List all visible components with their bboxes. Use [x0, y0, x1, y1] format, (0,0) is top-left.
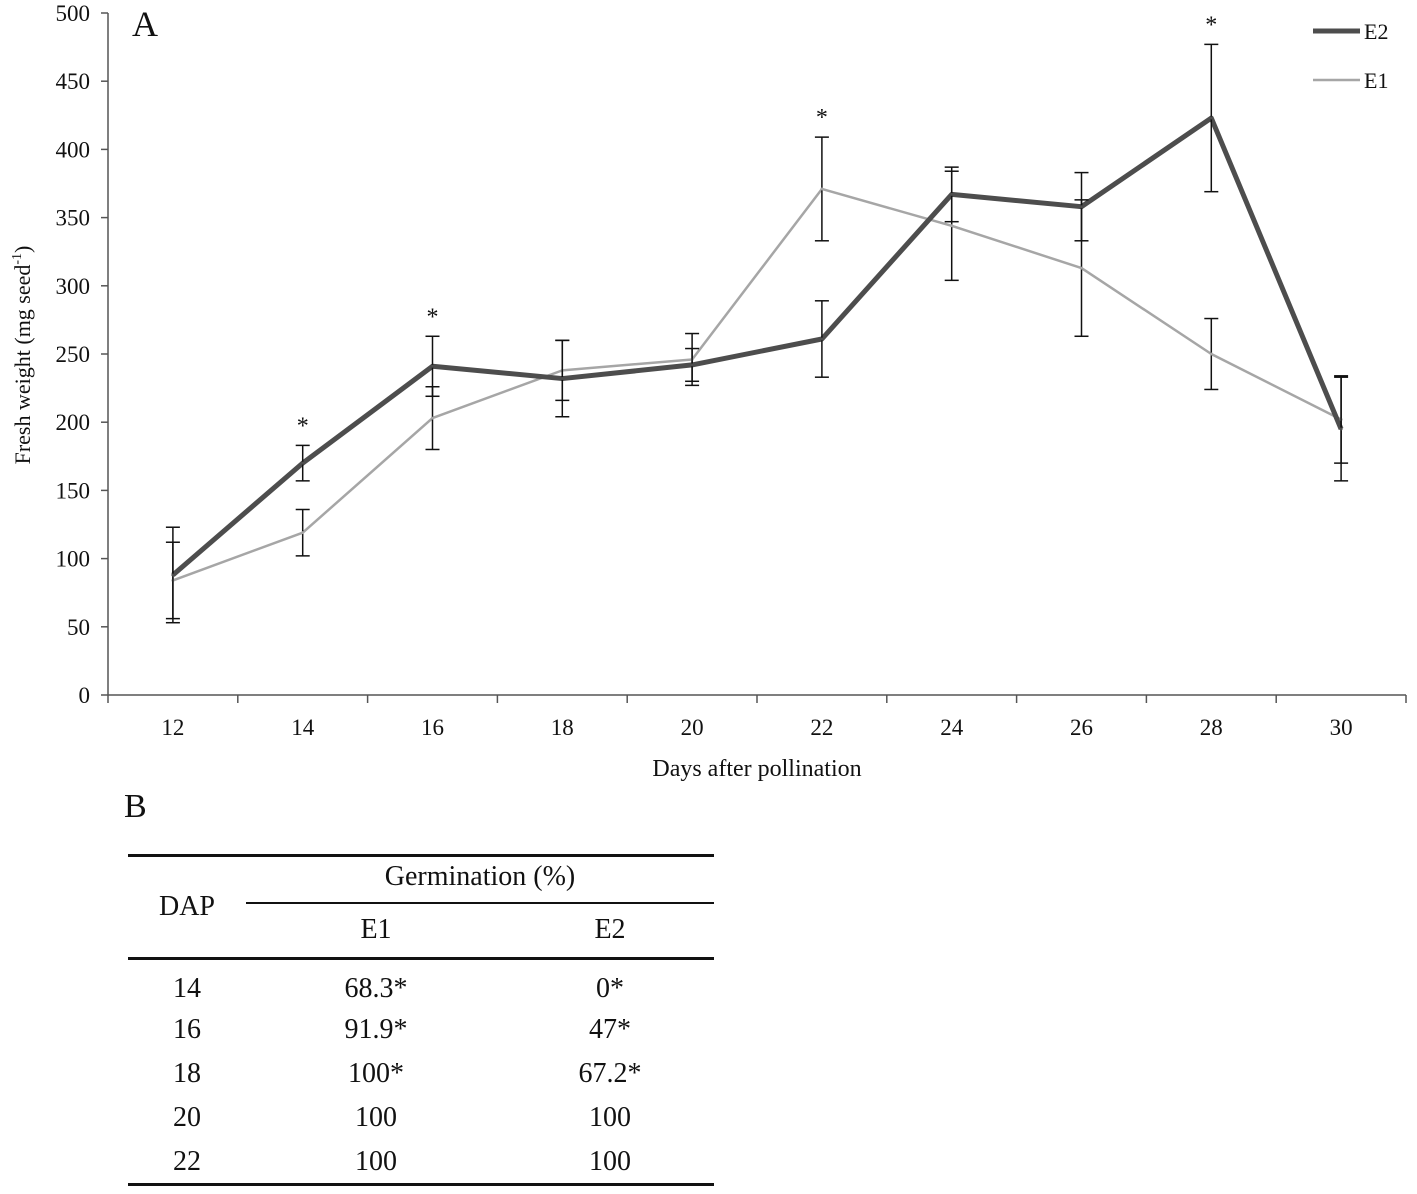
data-point-e2 [301, 461, 305, 465]
y-tick-label: 0 [79, 683, 91, 708]
table-cell-e2: 67.2* [578, 1058, 642, 1089]
error-bar-e2 [1334, 376, 1349, 482]
x-tick-label: 14 [291, 715, 315, 740]
error-bar-e2 [1204, 43, 1219, 193]
y-tick-label: 150 [56, 478, 91, 503]
error-bar-e1 [295, 508, 310, 557]
data-point-e2 [1209, 116, 1213, 120]
table-cell-dap: 20 [173, 1102, 201, 1133]
table-cell-e2: 100 [589, 1102, 631, 1133]
y-axis-label: Fresh weight (mg seed-1) [10, 246, 35, 465]
significance-marker: * [1205, 12, 1217, 38]
y-tick-label: 50 [67, 615, 90, 640]
table-cell-dap: 16 [173, 1014, 201, 1045]
error-bar-e2 [165, 526, 180, 624]
error-bar-e1 [814, 136, 829, 242]
chart-legend: E2 E1 [1313, 19, 1388, 93]
significance-marker: * [297, 413, 309, 439]
column-header-e2: E2 [594, 914, 626, 945]
fresh-weight-chart: A 0 50 100 150 200 250 300 350 400 450 500 12 14 16 18… [10, 1, 1407, 782]
series-line-e1 [172, 187, 1342, 582]
table-cell-e2: 100 [589, 1146, 631, 1177]
data-point-e1 [431, 416, 434, 420]
germination-table: DAP Germination (%) E1 E2 14 68.3* 0* 16… [128, 852, 714, 1184]
dap-header: DAP [158, 891, 215, 922]
significance-marker: * [816, 105, 828, 131]
table-cell-dap: 18 [173, 1058, 201, 1089]
chart-axes: 0 50 100 150 200 250 300 350 400 450 500 12 14 16 18 20… [56, 1, 1407, 740]
table-cell-e1: 68.3* [344, 973, 408, 1004]
legend-label-e1: E1 [1364, 68, 1388, 93]
table-cell-e2: 47* [589, 1014, 631, 1045]
data-point-e2 [1080, 205, 1083, 209]
error-bar-e2 [944, 166, 959, 223]
error-bar-e2 [1074, 171, 1089, 242]
data-point-e1 [301, 531, 305, 535]
error-bar-e2 [295, 444, 310, 482]
error-bar-e2 [814, 300, 829, 378]
x-tick-label: 12 [161, 715, 184, 740]
germination-header: Germination (%) [384, 861, 576, 892]
data-point-e1 [950, 224, 954, 228]
x-tick-label: 18 [551, 715, 574, 740]
data-point-e1 [1080, 266, 1083, 270]
data-point-e2 [1339, 427, 1343, 431]
significance-marker: * [427, 304, 439, 330]
data-point-e2 [560, 377, 564, 381]
panel-label-b: B [124, 788, 147, 825]
data-point-e2 [950, 192, 954, 196]
x-tick-label: 30 [1330, 715, 1353, 740]
table-cell-e1: 100 [355, 1102, 397, 1133]
y-tick-label: 250 [56, 342, 91, 367]
table-cell-e1: 91.9* [344, 1014, 408, 1045]
x-axis-label: Days after pollination [652, 756, 861, 782]
x-tick-label: 20 [681, 715, 704, 740]
table-top-rule [128, 854, 714, 857]
data-point-e2 [690, 363, 694, 367]
x-tick-label: 22 [810, 715, 833, 740]
x-tick-label: 26 [1070, 715, 1093, 740]
y-tick-label: 350 [56, 206, 91, 231]
error-bar-e2 [685, 347, 700, 383]
data-point-e1 [1209, 352, 1213, 356]
table-cell-dap: 14 [173, 973, 201, 1004]
table-cell-e1: 100 [355, 1146, 397, 1177]
error-bar-e2 [555, 339, 570, 418]
error-bar-e2 [425, 335, 440, 398]
legend-label-e2: E2 [1364, 19, 1388, 44]
table-cell-e1: 100* [348, 1058, 404, 1089]
table-bottom-rule [128, 1183, 714, 1186]
data-point-e2 [820, 337, 824, 341]
table-cell-e2: 0* [596, 973, 624, 1004]
y-tick-label: 200 [56, 410, 91, 435]
y-tick-label: 400 [56, 137, 91, 162]
y-tick-label: 100 [56, 547, 91, 572]
y-tick-label: 500 [56, 1, 91, 26]
table-group-rule [246, 902, 714, 904]
x-tick-label: 24 [940, 715, 964, 740]
data-point-e2 [431, 364, 434, 368]
panel-label-a: A [132, 4, 158, 44]
column-header-e1: E1 [360, 914, 392, 945]
x-tick-label: 28 [1200, 715, 1223, 740]
data-point-e1 [820, 187, 824, 191]
chart-series: * * * * [165, 12, 1349, 624]
data-point-e2 [171, 573, 175, 577]
y-tick-label: 300 [56, 274, 91, 299]
table-cell-dap: 22 [173, 1146, 201, 1177]
y-tick-label: 450 [56, 69, 91, 94]
table-header-rule [128, 957, 714, 960]
error-bar-e1 [1204, 317, 1219, 391]
series-line-e2 [171, 115, 1344, 577]
x-tick-label: 16 [421, 715, 444, 740]
